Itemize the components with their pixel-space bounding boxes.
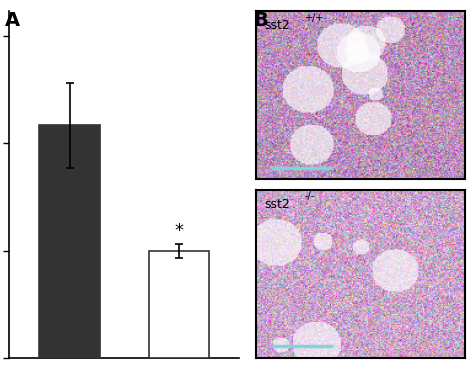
Text: -/-: -/- xyxy=(304,191,314,201)
Text: sst2: sst2 xyxy=(264,198,290,211)
Text: A: A xyxy=(5,11,20,30)
Text: B: B xyxy=(254,11,268,30)
Bar xyxy=(149,251,209,358)
Text: +/+: +/+ xyxy=(304,13,323,23)
Bar xyxy=(39,125,100,358)
Text: sst2: sst2 xyxy=(264,20,290,32)
Text: *: * xyxy=(174,222,183,240)
